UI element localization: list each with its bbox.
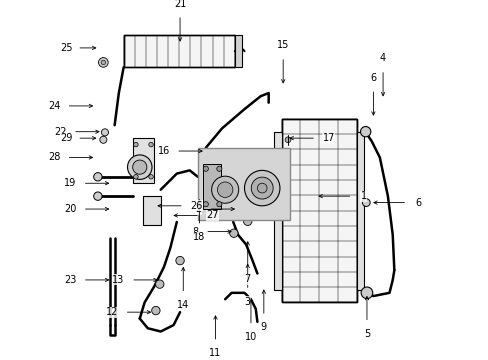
Circle shape bbox=[362, 199, 369, 206]
Bar bbox=[202, 164, 221, 209]
Text: 12: 12 bbox=[105, 307, 118, 317]
Circle shape bbox=[94, 192, 102, 200]
Circle shape bbox=[100, 136, 107, 143]
Text: 18: 18 bbox=[193, 232, 205, 242]
Circle shape bbox=[216, 166, 222, 171]
Circle shape bbox=[285, 137, 290, 143]
FancyBboxPatch shape bbox=[197, 148, 289, 220]
Circle shape bbox=[176, 256, 184, 265]
Bar bbox=[281, 119, 357, 302]
Circle shape bbox=[151, 306, 160, 315]
Bar bbox=[281, 119, 357, 302]
Circle shape bbox=[257, 183, 266, 193]
Text: 23: 23 bbox=[64, 275, 76, 285]
Text: 19: 19 bbox=[64, 178, 76, 188]
Circle shape bbox=[244, 170, 279, 206]
Bar bbox=[274, 132, 281, 289]
Text: 10: 10 bbox=[244, 332, 257, 342]
Circle shape bbox=[148, 142, 153, 147]
Text: 15: 15 bbox=[276, 40, 289, 50]
Circle shape bbox=[155, 280, 163, 288]
Text: 8: 8 bbox=[192, 226, 198, 237]
Circle shape bbox=[203, 202, 208, 207]
Bar bbox=[357, 132, 364, 289]
Circle shape bbox=[217, 182, 232, 197]
Circle shape bbox=[211, 176, 238, 203]
Text: 21: 21 bbox=[174, 0, 186, 9]
Text: 9: 9 bbox=[260, 323, 266, 333]
Circle shape bbox=[148, 175, 153, 179]
Text: 4: 4 bbox=[379, 53, 386, 63]
Circle shape bbox=[361, 287, 372, 299]
Circle shape bbox=[94, 173, 102, 181]
Text: 25: 25 bbox=[60, 43, 72, 53]
Circle shape bbox=[101, 129, 108, 136]
Text: 22: 22 bbox=[54, 127, 66, 137]
Bar bbox=[234, 35, 242, 67]
Text: 26: 26 bbox=[190, 201, 203, 211]
Circle shape bbox=[203, 166, 208, 171]
Text: 16: 16 bbox=[157, 146, 169, 156]
Circle shape bbox=[236, 210, 244, 218]
Text: 1: 1 bbox=[360, 191, 366, 201]
Circle shape bbox=[101, 60, 105, 65]
Text: 20: 20 bbox=[64, 204, 76, 214]
Circle shape bbox=[229, 229, 238, 237]
Text: 5: 5 bbox=[363, 329, 369, 339]
Circle shape bbox=[133, 142, 138, 147]
Circle shape bbox=[216, 202, 222, 207]
Circle shape bbox=[360, 127, 370, 137]
Text: 28: 28 bbox=[48, 153, 60, 162]
Text: 6: 6 bbox=[414, 198, 421, 208]
Text: 6: 6 bbox=[369, 73, 376, 83]
Bar bbox=[133, 138, 154, 183]
Bar bbox=[123, 35, 234, 67]
Text: 11: 11 bbox=[209, 348, 221, 358]
Text: 27: 27 bbox=[206, 211, 219, 220]
Circle shape bbox=[243, 217, 251, 225]
Circle shape bbox=[132, 160, 146, 174]
Circle shape bbox=[98, 58, 108, 67]
Text: 2: 2 bbox=[195, 204, 202, 214]
Circle shape bbox=[127, 155, 152, 179]
Text: 24: 24 bbox=[48, 101, 60, 111]
Circle shape bbox=[133, 175, 138, 179]
Text: 14: 14 bbox=[177, 300, 189, 310]
Bar bbox=[142, 196, 161, 225]
Text: 3: 3 bbox=[244, 297, 250, 307]
Text: 17: 17 bbox=[322, 133, 334, 143]
Text: 7: 7 bbox=[244, 274, 250, 284]
Text: 29: 29 bbox=[60, 133, 72, 143]
Bar bbox=[123, 35, 234, 67]
Circle shape bbox=[251, 177, 273, 199]
Text: 13: 13 bbox=[112, 275, 124, 285]
